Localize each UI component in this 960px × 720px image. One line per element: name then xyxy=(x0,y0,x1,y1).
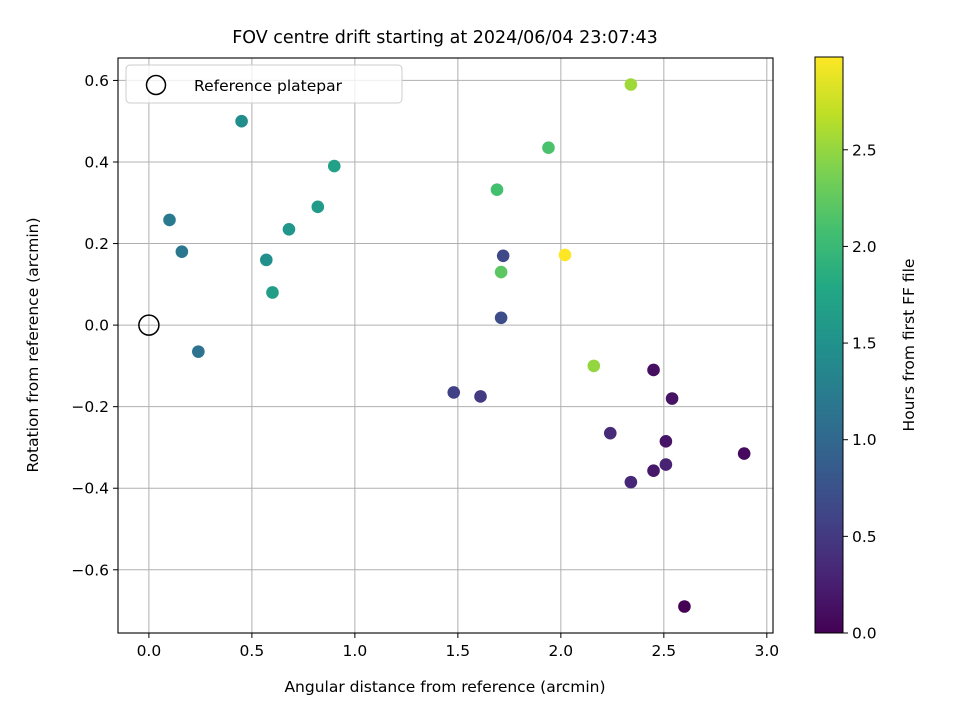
scatter-point xyxy=(647,363,660,377)
scatter-point xyxy=(490,183,504,197)
scatter-point xyxy=(494,311,508,325)
scatter-point xyxy=(494,265,508,279)
scatter-point xyxy=(659,435,673,448)
y-tick-label: 0.0 xyxy=(84,317,109,335)
reference-platepar-marker xyxy=(138,314,160,336)
colorbar: 0.0 0.5 1.0 1.5 2.0 2.5 Hours from first FF f… xyxy=(814,56,918,643)
scatter-point xyxy=(163,213,176,227)
y-tick-label: 0.4 xyxy=(84,153,109,171)
y-tick-label: 0.2 xyxy=(84,235,109,253)
colorbar-tick-label: 0.5 xyxy=(852,528,877,546)
plot-area: 0.0 0.5 1.0 1.5 2.0 2.5 3.0 −0.6 −0.4 −0.2 0.0 0.2… xyxy=(71,57,779,660)
x-tick-label: 2.0 xyxy=(549,642,574,660)
legend-reference-marker xyxy=(145,74,167,96)
scatter-point xyxy=(603,426,617,440)
x-tick-label: 2.5 xyxy=(652,642,677,660)
legend-entry-reference-platepar: Reference platepar xyxy=(194,77,343,95)
scatter-point xyxy=(327,159,341,173)
scatter-point xyxy=(496,249,510,263)
y-axis-ticks: −0.6 −0.4 −0.2 0.0 0.2 0.4 0.6 xyxy=(71,72,118,579)
y-tick-label: −0.4 xyxy=(71,480,109,498)
x-axis-ticks: 0.0 0.5 1.0 1.5 2.0 2.5 3.0 xyxy=(137,633,779,660)
x-tick-label: 1.5 xyxy=(446,642,471,660)
legend-box xyxy=(125,64,403,104)
scatter-point xyxy=(542,141,555,155)
chart-title: FOV centre drift starting at 2024/06/04 … xyxy=(232,28,658,48)
y-tick-label: −0.6 xyxy=(71,561,109,579)
colorbar-label: Hours from first FF file xyxy=(900,259,918,432)
x-tick-label: 1.0 xyxy=(343,642,368,660)
y-tick-label: 0.6 xyxy=(84,72,109,90)
colorbar-tick-label: 2.0 xyxy=(852,238,877,256)
scatter-point xyxy=(624,475,638,489)
scatter-point xyxy=(558,248,572,262)
colorbar-gradient xyxy=(815,57,843,633)
x-tick-label: 3.0 xyxy=(754,642,779,660)
colorbar-ticks: 0.0 0.5 1.0 1.5 2.0 2.5 xyxy=(843,141,877,643)
colorbar-tick-label: 2.5 xyxy=(852,141,877,159)
scatter-point xyxy=(311,200,325,214)
x-axis-label: Angular distance from reference (arcmin) xyxy=(284,678,605,696)
colorbar-tick-label: 1.0 xyxy=(852,431,877,449)
scatter-point xyxy=(447,386,461,399)
scatter-point xyxy=(266,286,279,299)
scatter-point xyxy=(647,464,660,477)
x-tick-label: 0.0 xyxy=(137,642,162,660)
grid xyxy=(118,58,773,633)
scatter-point xyxy=(624,78,638,91)
plot-frame xyxy=(117,57,774,634)
data-points xyxy=(163,78,751,613)
y-tick-label: −0.2 xyxy=(71,398,109,416)
scatter-point xyxy=(665,392,679,405)
scatter-point xyxy=(587,359,601,373)
scatter-point xyxy=(192,345,205,358)
scatter-point xyxy=(474,390,487,403)
scatter-point xyxy=(282,222,296,236)
scatter-point xyxy=(175,245,189,259)
scatter-point xyxy=(737,447,751,460)
x-tick-label: 0.5 xyxy=(240,642,265,660)
colorbar-tick-label: 0.0 xyxy=(852,625,877,643)
colorbar-frame xyxy=(814,56,844,634)
legend: Reference platepar xyxy=(125,64,403,104)
scatter-point xyxy=(235,114,248,128)
plot-background xyxy=(118,58,773,633)
scatter-point xyxy=(659,458,673,471)
scatter-point xyxy=(260,253,273,267)
y-axis-label: Rotation from reference (arcmin) xyxy=(24,217,42,472)
colorbar-tick-label: 1.5 xyxy=(852,335,877,353)
scatter-point xyxy=(678,600,691,613)
